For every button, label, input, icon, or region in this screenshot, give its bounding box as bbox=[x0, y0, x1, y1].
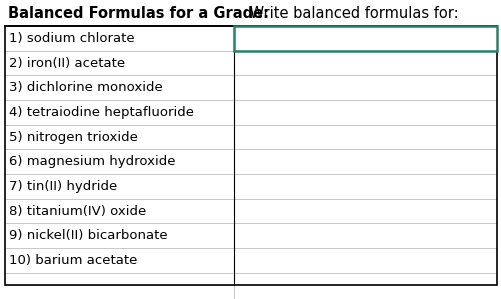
Text: 4) tetraiodine heptafluoride: 4) tetraiodine heptafluoride bbox=[9, 106, 194, 119]
Text: Balanced Formulas for a Grade:: Balanced Formulas for a Grade: bbox=[8, 7, 269, 22]
Text: 7) tin(II) hydride: 7) tin(II) hydride bbox=[9, 180, 117, 193]
Text: 2) iron(II) acetate: 2) iron(II) acetate bbox=[9, 57, 125, 69]
Text: 10) barium acetate: 10) barium acetate bbox=[9, 254, 137, 267]
Text: Write balanced formulas for:: Write balanced formulas for: bbox=[245, 7, 458, 22]
Text: 1) sodium chlorate: 1) sodium chlorate bbox=[9, 32, 135, 45]
Text: 5) nitrogen trioxide: 5) nitrogen trioxide bbox=[9, 130, 138, 144]
Text: 8) titanium(IV) oxide: 8) titanium(IV) oxide bbox=[9, 205, 146, 217]
Text: 6) magnesium hydroxide: 6) magnesium hydroxide bbox=[9, 155, 175, 168]
Text: 9) nickel(II) bicarbonate: 9) nickel(II) bicarbonate bbox=[9, 229, 168, 242]
Text: 3) dichlorine monoxide: 3) dichlorine monoxide bbox=[9, 81, 163, 94]
Bar bbox=[5, 26, 497, 285]
Bar bbox=[234, 26, 497, 51]
